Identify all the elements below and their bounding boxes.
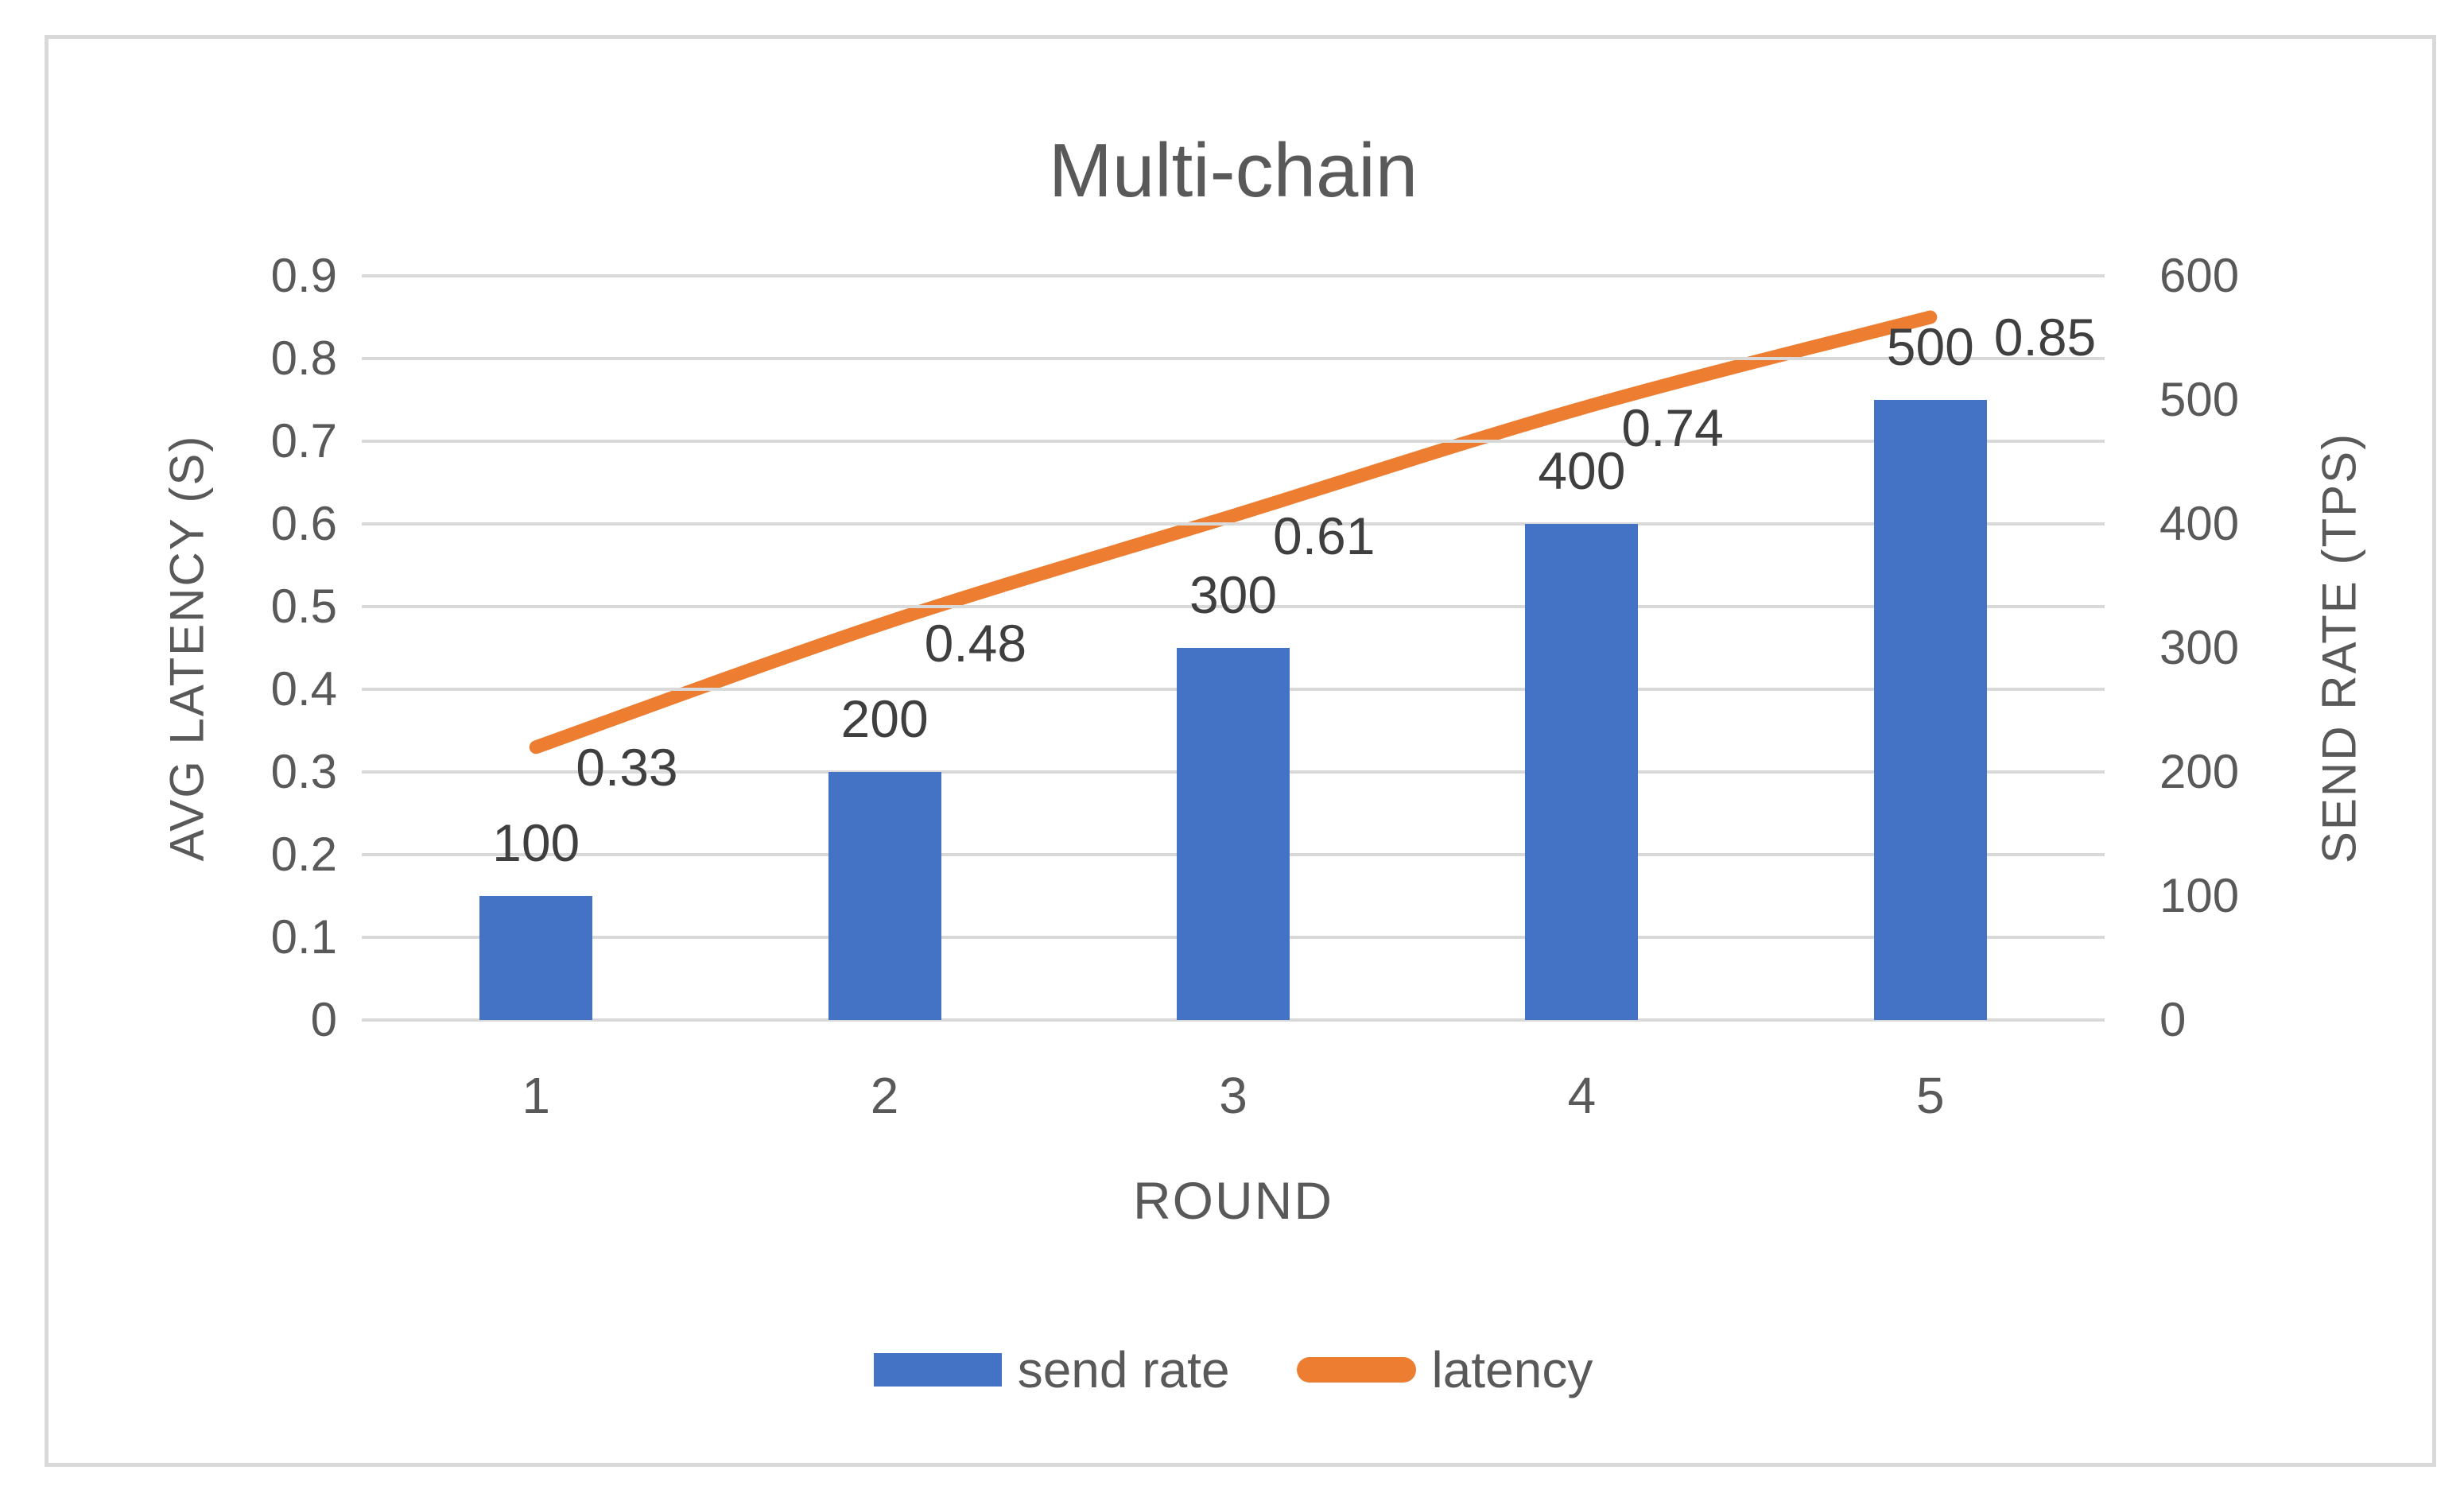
legend-key-line-icon <box>1296 1357 1416 1383</box>
send-rate-data-label: 500 <box>1886 317 1974 376</box>
latency-line <box>529 310 1938 754</box>
left-axis-tick: 0.1 <box>270 910 337 964</box>
chart-title: Multi-chain <box>1048 128 1418 213</box>
latency-line-layer <box>529 310 1938 754</box>
send-rate-bar <box>1525 524 1639 1020</box>
gridline <box>362 357 2105 360</box>
right-axis-tick: 200 <box>2159 745 2240 798</box>
gridline <box>362 522 2105 526</box>
latency-data-label: 0.74 <box>1621 398 1724 458</box>
legend-entry-latency: latency <box>1296 1341 1593 1398</box>
gridline <box>362 274 2105 277</box>
legend-entry-send-rate: send rate <box>873 1341 1230 1398</box>
latency-data-label: 0.48 <box>924 613 1027 673</box>
send-rate-bar <box>479 896 593 1020</box>
right-axis-tick: 300 <box>2159 621 2240 674</box>
right-axis-tick: 400 <box>2159 497 2240 550</box>
left-axis-tick: 0.3 <box>270 745 337 798</box>
right-axis-tick: 100 <box>2159 869 2240 922</box>
left-axis-tick: 0.4 <box>270 662 337 716</box>
right-axis-tick: 600 <box>2159 249 2240 302</box>
gridline <box>362 605 2105 608</box>
left-axis-tick: 0.9 <box>270 249 337 302</box>
x-axis-title: ROUND <box>1133 1171 1333 1230</box>
legend-key-bar-icon <box>873 1353 1002 1387</box>
plot-area: 100 200 300 400 500 0.33 0.48 0.61 0.74 0.85 <box>362 274 2105 1022</box>
send-rate-data-label: 300 <box>1189 565 1278 624</box>
right-axis-tick: 0 <box>2159 993 2187 1046</box>
x-axis-tick: 5 <box>1916 1067 1945 1124</box>
send-rate-bar <box>1873 400 1987 1020</box>
latency-data-label: 0.85 <box>1993 308 2097 367</box>
x-axis-tick: 4 <box>1567 1067 1597 1124</box>
right-axis-tick: 500 <box>2159 373 2240 426</box>
send-rate-data-label: 200 <box>840 689 929 748</box>
x-axis-tick: 3 <box>1219 1067 1248 1124</box>
left-axis-tick: 0.5 <box>270 580 337 633</box>
gridline <box>362 440 2105 443</box>
left-axis-tick: 0.8 <box>270 332 337 385</box>
left-axis-tick: 0.6 <box>270 497 337 550</box>
left-axis-tick: 0 <box>310 993 337 1046</box>
legend-label: send rate <box>1017 1341 1230 1398</box>
legend: send rate latency <box>362 1342 2105 1398</box>
send-rate-bar <box>1177 648 1290 1020</box>
gridline <box>362 1018 2105 1022</box>
legend-label: latency <box>1431 1341 1593 1398</box>
latency-data-label: 0.33 <box>576 737 678 797</box>
send-rate-data-label: 100 <box>492 813 580 872</box>
latency-data-label: 0.61 <box>1273 506 1376 565</box>
x-axis-tick: 1 <box>522 1067 550 1124</box>
left-axis-tick: 0.2 <box>270 828 337 881</box>
x-axis-tick: 2 <box>870 1067 899 1124</box>
send-rate-bar <box>828 772 941 1020</box>
left-axis-tick: 0.7 <box>270 414 337 467</box>
send-rate-data-label: 400 <box>1538 441 1626 500</box>
